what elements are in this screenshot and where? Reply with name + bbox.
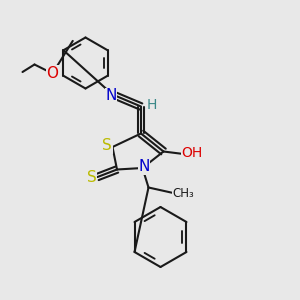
Text: S: S bbox=[102, 138, 112, 153]
Text: CH₃: CH₃ bbox=[172, 187, 194, 200]
Text: H: H bbox=[146, 98, 157, 112]
Text: OH: OH bbox=[182, 146, 203, 160]
Text: N: N bbox=[105, 88, 117, 104]
Text: N: N bbox=[138, 159, 150, 174]
Text: O: O bbox=[46, 66, 58, 81]
Text: S: S bbox=[87, 169, 96, 184]
